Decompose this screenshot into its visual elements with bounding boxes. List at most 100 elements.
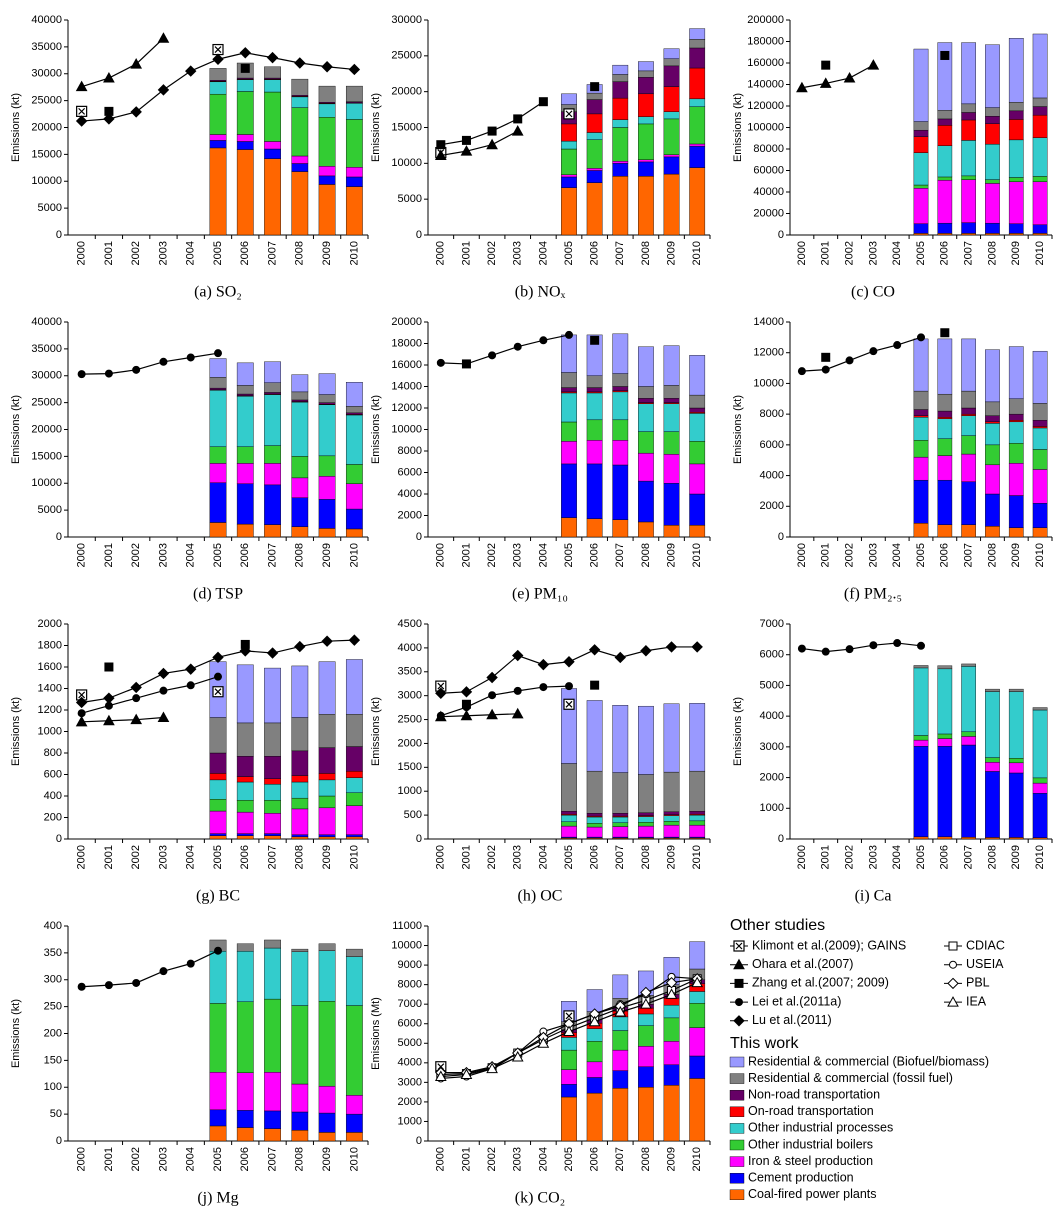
study-marker — [869, 347, 878, 356]
bar-segment — [264, 813, 281, 834]
marker-diamond — [185, 65, 197, 77]
bar-segment — [1008, 691, 1024, 759]
bar-segment — [264, 835, 281, 840]
x-tick-label: 2003 — [157, 241, 169, 265]
bar-segment — [236, 943, 254, 952]
marker-circle — [462, 359, 471, 368]
y-tick-label: 3500 — [398, 666, 422, 678]
bar-segment — [937, 176, 953, 181]
bar-segment — [291, 797, 309, 810]
legend-label: Lu et al.(2011) — [752, 1013, 832, 1027]
marker-sq — [590, 82, 600, 92]
bar-segment — [961, 222, 976, 234]
x-tick-label: 2009 — [1010, 543, 1022, 567]
y-tick-label: 3000 — [760, 741, 784, 753]
bar-segment — [913, 121, 929, 131]
study-marker — [488, 351, 497, 360]
study-marker — [348, 634, 361, 646]
study-marker — [821, 647, 830, 656]
marker-diamond — [103, 692, 115, 704]
study-marker — [75, 115, 88, 127]
bar-segment — [1032, 106, 1048, 116]
legend-label: Ohara et al.(2007) — [752, 957, 853, 971]
study-marker — [130, 58, 143, 69]
study-marker — [563, 1025, 575, 1037]
y-tick-label: 10000 — [753, 377, 784, 389]
bar-segment — [291, 775, 309, 783]
study-marker — [845, 645, 854, 654]
marker-x — [735, 942, 743, 950]
bar-segment — [638, 816, 654, 823]
bar-segment — [318, 165, 336, 177]
bar-segment — [586, 1092, 603, 1142]
bar-segment — [612, 974, 629, 999]
bar-segment — [961, 407, 976, 415]
marker-diamond — [266, 51, 279, 64]
y-tick-label: 10000 — [31, 477, 62, 489]
bar-segment — [663, 111, 680, 120]
marker-tri — [537, 1037, 550, 1048]
x-tick-label: 2010 — [691, 241, 703, 265]
study-marker — [486, 708, 498, 720]
study-marker — [321, 635, 333, 647]
bar-segment — [961, 481, 976, 525]
bar-segment — [236, 781, 254, 801]
bar-segment — [937, 145, 953, 178]
bar-segment — [1008, 762, 1024, 774]
y-tick-label: 0 — [56, 833, 62, 845]
bar-segment — [985, 143, 1000, 180]
bar-segment — [913, 522, 929, 538]
bar-segment — [612, 440, 629, 466]
marker-diamond — [75, 115, 88, 127]
bar-segment — [638, 159, 654, 163]
marker-diamond — [512, 649, 524, 662]
bar-segment — [209, 1003, 227, 1073]
y-tick-label: 8000 — [398, 445, 422, 457]
x-tick-label: 2007 — [963, 845, 975, 869]
marker-diamond — [239, 47, 251, 59]
bar-segment — [937, 665, 953, 670]
marker-tri — [75, 80, 88, 92]
study-marker — [640, 986, 652, 999]
marker-tri — [157, 32, 170, 43]
marker-circle — [436, 711, 445, 720]
bar-segment — [961, 435, 976, 455]
bar-segment — [291, 456, 309, 479]
study-marker — [132, 978, 141, 987]
x-tick-label: 2002 — [486, 1147, 498, 1171]
bar-segment — [638, 822, 654, 827]
x-tick-label: 2008 — [294, 241, 306, 265]
x-tick-label: 2003 — [157, 845, 169, 869]
bar-segment — [586, 1041, 603, 1063]
study-line — [440, 130, 519, 157]
chart-caption: (b) NOₓ — [515, 284, 566, 301]
y-tick-label: 0 — [56, 1135, 62, 1147]
bar-segment — [689, 407, 706, 413]
bar-segment — [937, 455, 953, 481]
study-marker — [565, 682, 573, 691]
x-tick-label: 2005 — [212, 543, 224, 567]
bar-segment — [318, 175, 336, 185]
bar-segment — [586, 700, 603, 772]
bar-segment — [586, 419, 603, 441]
legend-label: CDIAC — [966, 938, 1005, 952]
study-marker — [819, 77, 832, 88]
x-tick-label: 2006 — [939, 543, 951, 567]
bar-segment — [612, 419, 629, 441]
bar-segment — [985, 401, 1000, 416]
y-tick-label: 0 — [778, 833, 784, 845]
bar-segment — [209, 390, 227, 447]
study-line — [81, 716, 164, 723]
marker-diamond — [665, 641, 678, 653]
bar-segment — [264, 484, 281, 525]
marker-circle — [539, 683, 548, 692]
bar-segment — [345, 406, 363, 414]
bar-segment — [209, 140, 227, 149]
y-tick-label: 25000 — [31, 397, 62, 409]
bar-segment — [961, 140, 976, 177]
bar-segment — [561, 334, 577, 373]
x-tick-label: 2003 — [512, 1147, 524, 1171]
x-tick-label: 2004 — [537, 1147, 549, 1171]
x-tick-label: 2000 — [796, 543, 808, 567]
study-marker — [77, 982, 86, 991]
